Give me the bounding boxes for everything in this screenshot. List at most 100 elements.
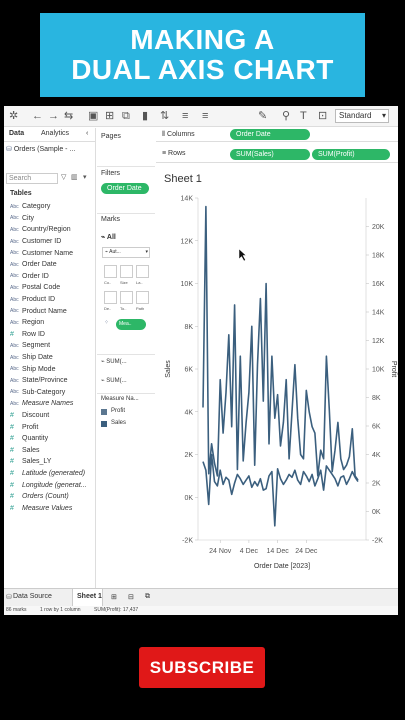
dimension-type-icon: Abc [10, 377, 19, 384]
field-item[interactable]: # Sales_LY [4, 456, 96, 468]
sort-desc-icon[interactable]: ≡ [202, 110, 209, 122]
field-item[interactable]: # Orders (Count) [4, 491, 96, 503]
undo-icon[interactable]: ← [32, 110, 43, 122]
mark-type-select[interactable]: ⌁ Aut... ▾ [102, 247, 150, 258]
y2-tick-label: 16K [372, 281, 385, 288]
tableau-logo-icon[interactable]: ✲ [9, 110, 19, 122]
filters-card-title: Filters [101, 170, 121, 177]
sum-profit-marks-tab[interactable]: ⌁ SUM(... [101, 377, 127, 384]
field-item[interactable]: Abc Sub-Category [4, 387, 96, 399]
field-item[interactable]: # Sales [4, 444, 96, 456]
filter-order-date-pill[interactable]: Order Date [101, 183, 149, 194]
dimension-type-icon: Abc [10, 215, 19, 222]
new-story-icon[interactable]: ⧉ [145, 593, 150, 600]
field-item[interactable]: # Discount [4, 410, 96, 422]
field-item[interactable]: # Quantity [4, 433, 96, 445]
lock-icon[interactable]: ⊡ [318, 110, 328, 122]
field-item[interactable]: Abc Ship Date [4, 352, 96, 364]
field-item[interactable]: Abc Customer ID [4, 236, 96, 248]
field-name: Product Name [22, 307, 67, 315]
tooltip-card[interactable] [120, 291, 133, 304]
x-tick-label: 24 Nov [209, 548, 232, 555]
dimension-type-icon: Abc [10, 308, 19, 315]
rows-sum-profit-pill[interactable]: SUM(Profit) [312, 149, 390, 160]
data-source-item[interactable]: ⛁ Orders (Sample - ... [6, 145, 75, 153]
y-tick-label: 0K [184, 495, 193, 502]
subscribe-button[interactable]: SUBSCRIBE [139, 647, 265, 688]
field-name: Customer Name [22, 249, 73, 257]
field-item[interactable]: Abc Category [4, 201, 96, 213]
tab-analytics[interactable]: Analytics [41, 130, 70, 137]
field-name: City [22, 214, 35, 222]
line-mark-icon: ⌁ [105, 249, 109, 255]
field-name: Ship Date [22, 354, 53, 362]
mark-type-value: Aut... [109, 249, 121, 255]
new-worksheet-icon[interactable]: ⊞ [111, 594, 117, 601]
new-dashboard-icon[interactable]: ⊟ [128, 594, 134, 601]
y-axis-label: Sales [165, 360, 172, 378]
collapse-icon[interactable]: ‹ [86, 130, 89, 137]
field-item[interactable]: Abc Region [4, 317, 96, 329]
new-sheet-icon[interactable]: ⊞ [105, 110, 115, 122]
marks-all-tab[interactable]: ⌁ All [101, 233, 116, 241]
path-card[interactable] [136, 291, 149, 304]
field-item[interactable]: Abc Measure Names [4, 398, 96, 410]
detail-card[interactable] [104, 291, 117, 304]
banner-line-1: MAKING A [130, 24, 275, 55]
field-item[interactable]: Abc Postal Code [4, 282, 96, 294]
rows-sum-sales-pill[interactable]: SUM(Sales) [230, 149, 310, 160]
field-name: Measure Names [22, 400, 74, 408]
sheet-1-tab[interactable]: Sheet 1 [72, 589, 103, 607]
field-item[interactable]: Abc Segment [4, 340, 96, 352]
tableau-window: ✲ ← → ⇆ ▣ ⊞ ⧉ ▮ ⇅ ≡ ≡ ✎ ⚲ T ⊡ Standard ▾ … [4, 106, 398, 615]
toolbar: ✲ ← → ⇆ ▣ ⊞ ⧉ ▮ ⇅ ≡ ≡ ✎ ⚲ T ⊡ Standard ▾ [4, 106, 398, 127]
y2-tick-label: 6K [372, 424, 381, 431]
tab-data[interactable]: Data [9, 130, 25, 137]
y2-tick-label: 18K [372, 253, 385, 260]
search-input[interactable]: Search [6, 173, 58, 184]
field-item[interactable]: Abc Product Name [4, 305, 96, 317]
field-item[interactable]: Abc Ship Mode [4, 363, 96, 375]
field-item[interactable]: # Longitude (generat... [4, 479, 96, 491]
rows-icon: ≡ [162, 150, 167, 157]
highlight-icon[interactable]: ✎ [258, 110, 268, 122]
bar-chart-icon[interactable]: ▮ [142, 110, 149, 122]
field-item[interactable]: Abc State/Province [4, 375, 96, 387]
save-icon[interactable]: ▣ [88, 110, 99, 122]
list-view-icon[interactable]: ▥ [71, 174, 78, 181]
field-item[interactable]: Abc Order ID [4, 271, 96, 283]
field-item[interactable]: # Measure Values [4, 502, 96, 514]
measure-names-pill[interactable]: Mea.. [116, 319, 146, 330]
duplicate-icon[interactable]: ⧉ [122, 110, 130, 122]
columns-label-text: Columns [167, 131, 195, 138]
field-item[interactable]: Abc City [4, 213, 96, 225]
tables-header: Tables [10, 190, 32, 197]
dual-axis-chart[interactable]: -2K 0K 2K 4K 6K 8K 10K 12K 14K -2K 0K 2K 4K 6K 8K 10K 12… [156, 190, 398, 582]
y2-tick-label: 10K [372, 367, 385, 374]
size-card[interactable] [120, 265, 133, 278]
swap-axes-icon[interactable]: ⇅ [160, 110, 170, 122]
fit-select[interactable]: Standard ▾ [335, 109, 389, 123]
chevron-down-icon[interactable]: ▾ [83, 174, 87, 181]
field-item[interactable]: Abc Customer Name [4, 247, 96, 259]
color-card[interactable] [104, 265, 117, 278]
data-source-tab[interactable]: Data Source [13, 593, 52, 600]
redo-icon[interactable]: → [48, 110, 59, 122]
label-card[interactable] [136, 265, 149, 278]
filter-icon[interactable]: ▽ [61, 174, 67, 181]
field-item[interactable]: Abc Country/Region [4, 224, 96, 236]
measure-type-icon: # [10, 493, 14, 501]
field-item[interactable]: # Row ID [4, 329, 96, 341]
dimension-type-icon: Abc [10, 250, 19, 257]
field-name: Latitude (generated) [22, 469, 86, 477]
pin-icon[interactable]: ⚲ [282, 110, 291, 122]
field-item[interactable]: Abc Product ID [4, 294, 96, 306]
field-item[interactable]: # Latitude (generated) [4, 468, 96, 480]
field-item[interactable]: # Profit [4, 421, 96, 433]
sum-sales-marks-tab[interactable]: ⌁ SUM(... [101, 358, 127, 365]
field-item[interactable]: Abc Order Date [4, 259, 96, 271]
text-icon[interactable]: T [300, 110, 307, 122]
columns-order-date-pill[interactable]: Order Date [230, 129, 310, 140]
sort-asc-icon[interactable]: ≡ [182, 110, 189, 122]
swap-icon[interactable]: ⇆ [64, 110, 74, 122]
